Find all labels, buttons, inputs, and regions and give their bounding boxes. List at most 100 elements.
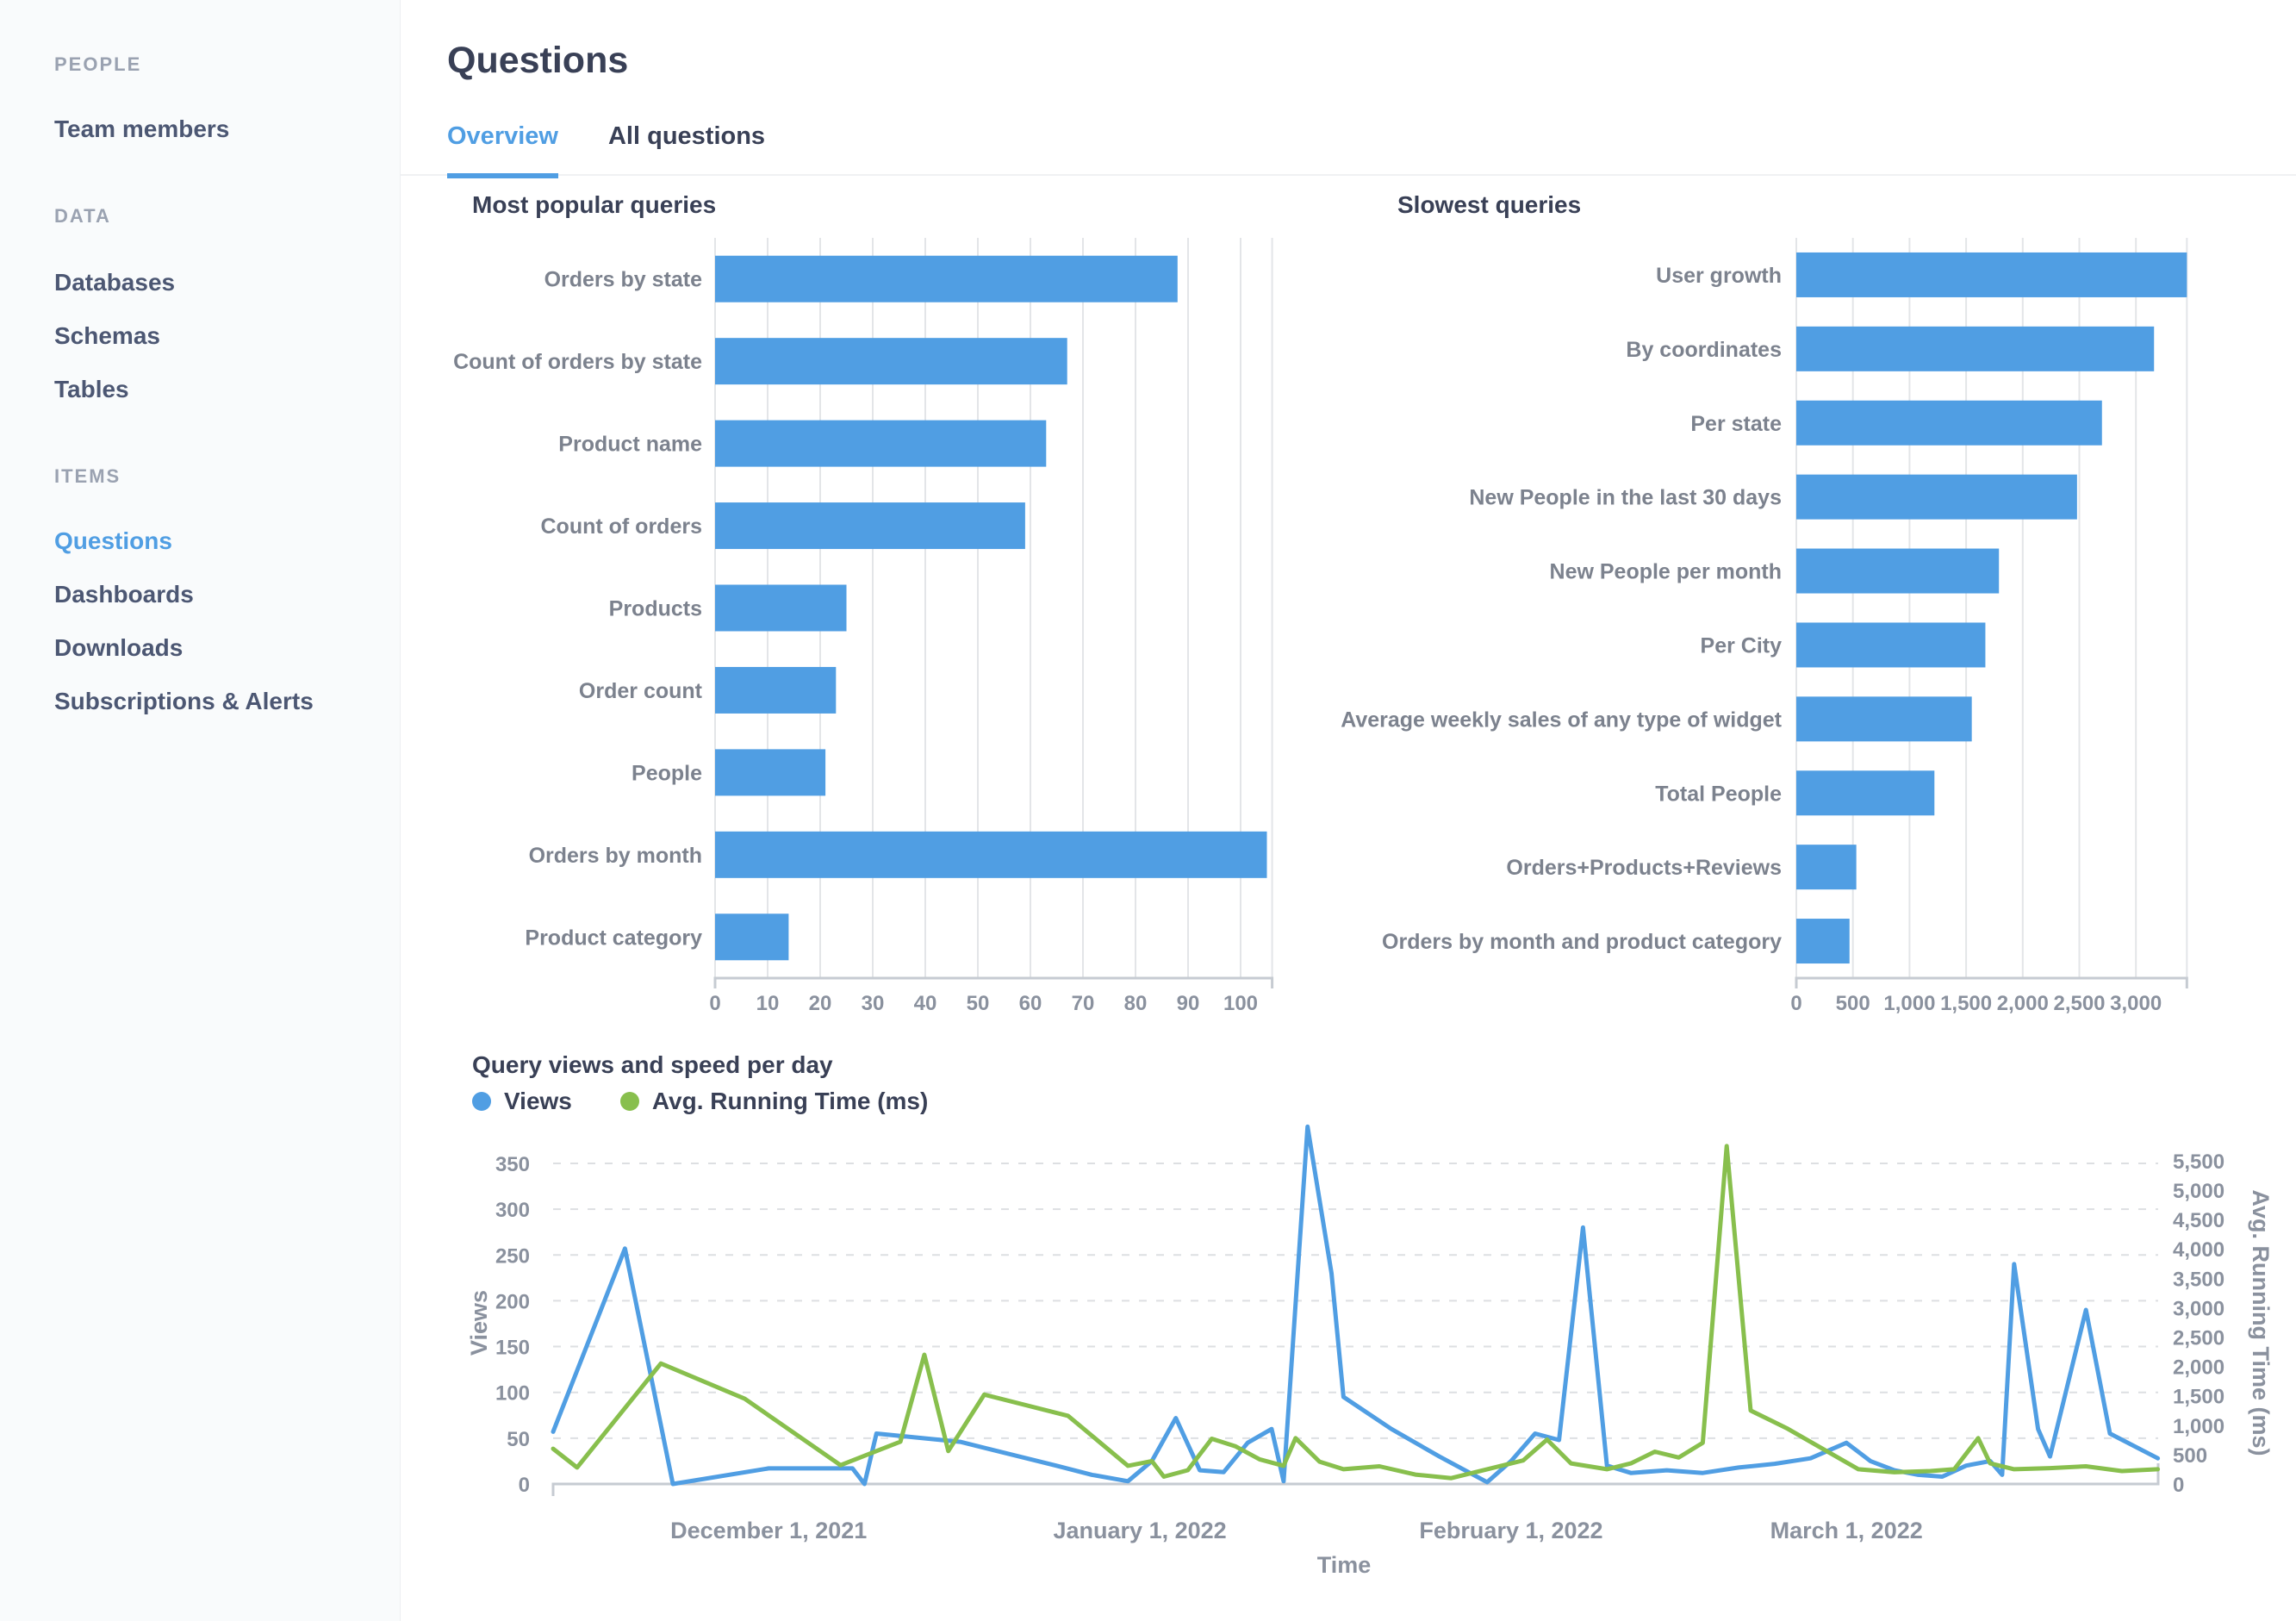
svg-text:0: 0 — [519, 1474, 530, 1497]
sidebar-item-team-members[interactable]: Team members — [54, 115, 230, 142]
most-popular-queries-chart[interactable]: Orders by state Count of orders by state P… — [453, 224, 1301, 1017]
x-axis — [1795, 976, 2188, 988]
chart-legend: Views Avg. Running Time (ms) — [472, 1088, 928, 1115]
bar-per-city[interactable] — [1796, 622, 1986, 668]
bar-label-orders-by-month-and-product-category: Orders by month and product category — [1382, 930, 1782, 954]
bar-product-name[interactable] — [715, 420, 1047, 467]
bar-label-new-people-in-the-last-30-days: New People in the last 30 days — [1469, 486, 1782, 510]
sidebar-item-databases[interactable]: Databases — [54, 269, 176, 296]
sidebar-item-dashboards[interactable]: Dashboards — [54, 581, 194, 608]
svg-text:3,500: 3,500 — [2173, 1268, 2224, 1291]
sidebar-item-subscriptions-alerts[interactable]: Subscriptions & Alerts — [54, 688, 314, 714]
svg-text:1,500: 1,500 — [1940, 992, 1992, 1015]
tab-overview[interactable]: Overview — [447, 122, 558, 178]
svg-text:250: 250 — [495, 1244, 530, 1268]
bar-label-product-name: Product name — [558, 433, 702, 457]
chart-title-slowest: Slowest queries — [1397, 191, 1582, 218]
views-line[interactable] — [551, 1124, 2161, 1487]
svg-text:90: 90 — [1177, 992, 1200, 1015]
legend-item-views[interactable]: Views — [472, 1088, 572, 1115]
svg-text:5,000: 5,000 — [2173, 1180, 2224, 1203]
page-title: Questions — [447, 40, 629, 81]
sidebar: PEOPLE Team members DATA Databases Schemas Ta… — [0, 0, 401, 1621]
svg-text:1,500: 1,500 — [2173, 1386, 2224, 1409]
svg-text:500: 500 — [2173, 1444, 2207, 1468]
chart-title-most-popular: Most popular queries — [472, 191, 717, 218]
bar-people[interactable] — [715, 749, 826, 796]
x-axis-title-time: Time — [1317, 1552, 1372, 1578]
sidebar-section-data: DATA — [54, 205, 111, 227]
bar-label-products: Products — [609, 597, 702, 621]
y-axis-title-running-time: Avg. Running Time (ms) — [2248, 1189, 2274, 1456]
sidebar-section-people: PEOPLE — [54, 53, 142, 75]
sidebar-item-questions[interactable]: Questions — [54, 527, 172, 554]
svg-text:2,000: 2,000 — [2173, 1356, 2224, 1380]
bar-new-people-per-month[interactable] — [1796, 548, 2000, 594]
svg-text:50: 50 — [507, 1428, 530, 1451]
svg-text:150: 150 — [495, 1337, 530, 1360]
chart-title-views-speed: Query views and speed per day — [472, 1051, 833, 1078]
legend-item-running-time[interactable]: Avg. Running Time (ms) — [619, 1088, 929, 1115]
bar-orders-by-month-and-product-category[interactable] — [1796, 919, 1850, 964]
avg-running-time-ms-line[interactable] — [551, 1144, 2161, 1481]
svg-text:60: 60 — [1019, 992, 1042, 1015]
svg-text:4,000: 4,000 — [2173, 1238, 2224, 1262]
tab-all-questions[interactable]: All questions — [607, 122, 766, 150]
time-axis — [551, 1463, 2160, 1496]
svg-text:300: 300 — [495, 1199, 530, 1222]
bar-user-growth[interactable] — [1796, 252, 2187, 297]
svg-text:2,500: 2,500 — [2053, 992, 2105, 1015]
bar-product-category[interactable] — [715, 913, 789, 961]
bar-label-count-of-orders: Count of orders — [541, 514, 703, 539]
bar-total-people[interactable] — [1796, 770, 1935, 816]
bar-label-order-count: Order count — [579, 679, 703, 703]
svg-text:1,000: 1,000 — [2173, 1415, 2224, 1438]
bar-label-per-state: Per state — [1690, 412, 1782, 436]
x-tick-0: December 1, 2021 — [670, 1518, 867, 1543]
svg-text:0: 0 — [709, 992, 720, 1015]
bar-orders-products-reviews[interactable] — [1796, 845, 1857, 890]
svg-text:50: 50 — [967, 992, 990, 1015]
legend-label-running-time: Avg. Running Time (ms) — [651, 1088, 929, 1114]
bar-label-new-people-per-month: New People per month — [1550, 560, 1782, 584]
bar-label-orders-by-month: Orders by month — [529, 844, 702, 868]
bar-new-people-in-the-last-30-days[interactable] — [1796, 474, 2077, 520]
legend-label-views: Views — [504, 1088, 572, 1114]
bar-label-by-coordinates: By coordinates — [1626, 338, 1782, 362]
svg-text:500: 500 — [1836, 992, 1870, 1015]
svg-text:30: 30 — [862, 992, 885, 1015]
svg-text:200: 200 — [495, 1290, 530, 1313]
bar-orders-by-state[interactable] — [715, 255, 1178, 302]
bar-orders-by-month[interactable] — [715, 831, 1267, 878]
svg-text:0: 0 — [1790, 992, 1801, 1015]
x-tick-2: February 1, 2022 — [1419, 1518, 1602, 1543]
bar-products[interactable] — [715, 584, 847, 632]
bar-label-count-of-orders-by-state: Count of orders by state — [453, 350, 702, 374]
svg-text:10: 10 — [756, 992, 780, 1015]
bar-average-weekly-sales-of-any-type-of-widget[interactable] — [1796, 696, 1972, 742]
svg-text:20: 20 — [809, 992, 832, 1015]
bar-label-orders-by-state: Orders by state — [544, 268, 703, 292]
sidebar-item-schemas[interactable]: Schemas — [54, 322, 160, 349]
tabs-divider — [401, 174, 2296, 176]
tab-bar: Overview All questions — [447, 122, 765, 178]
bar-count-of-orders[interactable] — [715, 502, 1025, 550]
bar-by-coordinates[interactable] — [1796, 326, 2155, 371]
svg-text:100: 100 — [1223, 992, 1258, 1015]
bar-per-state[interactable] — [1796, 400, 2102, 446]
slowest-queries-chart[interactable]: User growth By coordinates Per state New Pe… — [1341, 224, 2240, 1017]
svg-text:80: 80 — [1124, 992, 1148, 1015]
bar-label-total-people: Total People — [1655, 782, 1782, 806]
svg-text:350: 350 — [495, 1153, 530, 1176]
views-speed-line-chart[interactable]: December 1, 2021 January 1, 2022 February … — [457, 1112, 2296, 1612]
views-series-dot-icon — [472, 1092, 491, 1111]
svg-text:100: 100 — [495, 1382, 530, 1406]
sidebar-item-downloads[interactable]: Downloads — [54, 634, 184, 661]
bar-order-count[interactable] — [715, 666, 837, 714]
bar-count-of-orders-by-state[interactable] — [715, 338, 1067, 385]
x-axis — [713, 976, 1274, 988]
y-axis-title-views: Views — [466, 1290, 492, 1356]
x-tick-3: March 1, 2022 — [1770, 1518, 1923, 1543]
running-time-series-dot-icon — [619, 1092, 639, 1111]
sidebar-item-tables[interactable]: Tables — [54, 376, 129, 402]
